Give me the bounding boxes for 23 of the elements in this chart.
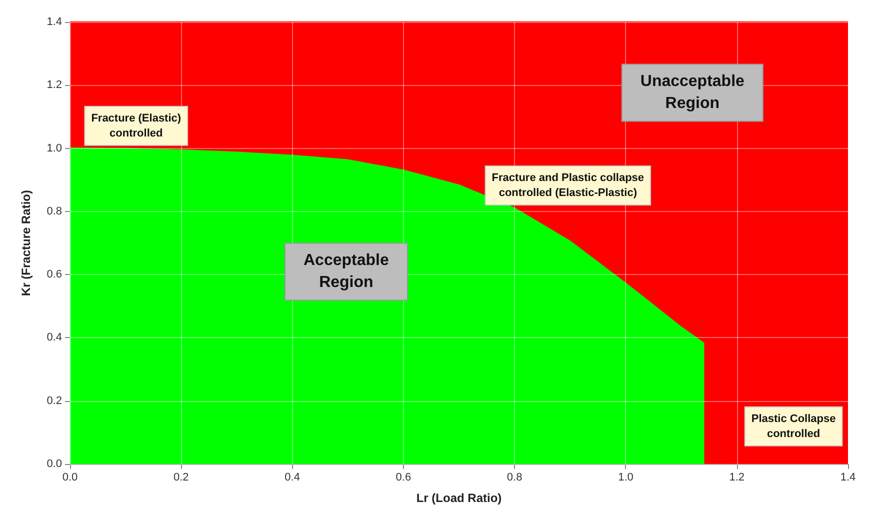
annotation: Fracture and Plastic collapse controlled (Elastic-Plastic) (492, 172, 644, 200)
x-tick-label: 1.4 (840, 472, 856, 484)
annotation: Plastic Collapse controlled (751, 412, 836, 440)
annotation: Fracture (Elastic) controlled (91, 112, 182, 140)
y-tick-label: 0.2 (46, 394, 62, 407)
x-tick-label: 0.0 (62, 472, 78, 484)
x-tick-label: 0.6 (396, 472, 412, 484)
y-tick-label: 1.4 (46, 16, 62, 28)
x-axis-title: Lr (Load Ratio) (416, 491, 502, 505)
x-tick-label: 0.2 (173, 472, 189, 484)
y-tick-label: 0.6 (46, 268, 62, 281)
annotation: Acceptable Region (304, 252, 389, 292)
y-tick-label: 0.4 (46, 332, 62, 344)
x-tick-label: 1.2 (729, 472, 745, 484)
x-tick-label: 1.0 (618, 472, 634, 484)
x-tick-label: 0.4 (284, 472, 300, 484)
y-axis-title: Kr (Fracture Ratio) (19, 190, 33, 296)
y-tick-label: 1.2 (46, 79, 62, 92)
annotation: Unacceptable Region (640, 73, 745, 112)
y-tick-label: 0.0 (46, 458, 62, 470)
y-tick-label: 0.8 (46, 205, 62, 218)
y-tick-label: 1.0 (46, 142, 62, 154)
x-tick-label: 0.8 (506, 472, 522, 484)
